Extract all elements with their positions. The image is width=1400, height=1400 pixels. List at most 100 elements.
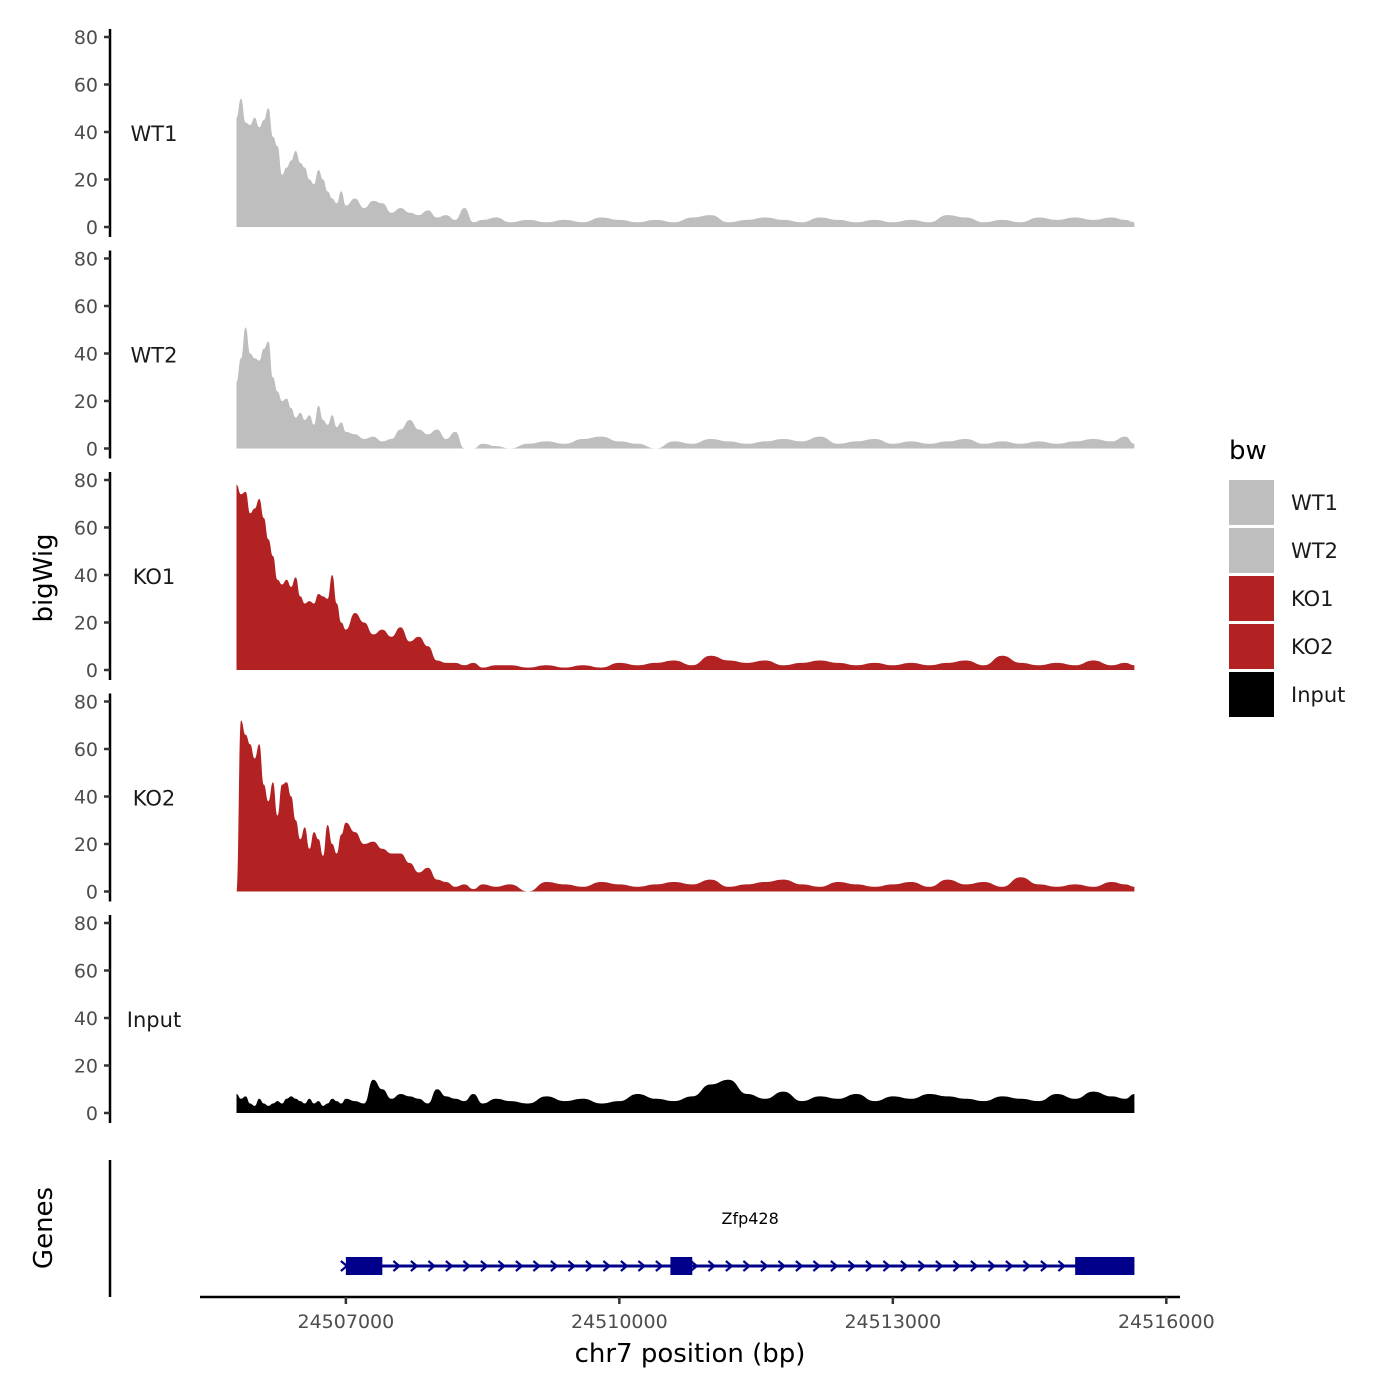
strand-arrow [812, 1260, 822, 1272]
legend-swatch [1229, 672, 1274, 717]
strand-arrow [427, 1260, 437, 1272]
gene-panel: Zfp428 [108, 1160, 1135, 1297]
y-tick-label: 40 [74, 1008, 98, 1030]
strand-arrow [847, 1260, 857, 1272]
track-label: WT2 [131, 344, 178, 368]
y-tick-label: 80 [74, 27, 98, 49]
y-tick-label: 60 [74, 518, 98, 540]
strand-arrow [550, 1260, 559, 1272]
y-axis-title: bigWig [29, 533, 59, 622]
strand-arrow [970, 1260, 979, 1272]
strand-arrow [830, 1260, 839, 1272]
legend-entry-wt1: WT1 [1229, 480, 1338, 525]
x-tick-label: 24510000 [571, 1311, 668, 1333]
x-tick-label: 24516000 [1118, 1311, 1215, 1333]
y-tick-label: 40 [74, 787, 98, 809]
legend-swatch [1229, 576, 1274, 621]
strand-arrow [410, 1260, 419, 1272]
coverage-area-input [236, 1079, 1135, 1113]
legend-entry-ko2: KO2 [1229, 624, 1334, 669]
y-tick-label: 80 [74, 249, 98, 271]
strand-arrow [707, 1260, 717, 1272]
strand-arrow [620, 1260, 629, 1272]
strand-arrow [900, 1260, 909, 1272]
strand-arrow [742, 1260, 752, 1272]
exon-block [670, 1257, 693, 1275]
x-axis: 24507000 24510000 24513000 24516000 [200, 1295, 1215, 1333]
legend-label: Input [1291, 683, 1345, 707]
y-tick-label: 0 [86, 217, 98, 239]
strand-arrow [1040, 1260, 1049, 1272]
strand-arrow [585, 1260, 594, 1272]
track-label: WT1 [131, 122, 178, 146]
y-tick-label: 40 [74, 122, 98, 144]
y-tick-label: 20 [74, 834, 98, 856]
coverage-area-ko2 [236, 720, 1135, 892]
x-tick-label: 24507000 [298, 1311, 395, 1333]
y-tick-label: 20 [74, 613, 98, 635]
track-input: 0 20 40 60 80 Input [74, 913, 1135, 1125]
legend-label: WT2 [1291, 539, 1338, 563]
strand-arrow [515, 1260, 524, 1272]
y-tick-label: 0 [86, 660, 98, 682]
legend-entry-input: Input [1229, 672, 1345, 717]
track-label: KO1 [133, 565, 176, 589]
x-tick-label: 24513000 [844, 1311, 941, 1333]
legend: bw WT1 WT2 KO1 KO2 Input [1229, 436, 1345, 717]
legend-swatch [1229, 480, 1274, 525]
y-tick-label: 60 [74, 75, 98, 97]
legend-label: WT1 [1291, 491, 1338, 515]
strand-arrow [987, 1260, 997, 1272]
track-ko1: 0 20 40 60 80 KO1 [74, 470, 1135, 682]
strand-arrow [690, 1260, 699, 1272]
y-tick-label: 60 [74, 296, 98, 318]
strand-arrow [567, 1260, 577, 1272]
strand-arrow [1057, 1260, 1067, 1272]
y-tick-label: 20 [74, 1056, 98, 1078]
strand-arrow [725, 1260, 734, 1272]
legend-swatch [1229, 624, 1274, 669]
strand-arrow [480, 1260, 489, 1272]
gene-panel-title: Genes [29, 1187, 59, 1269]
strand-arrow [935, 1260, 944, 1272]
tracks-layer: 0 20 40 60 80 WT1 0 20 40 60 80 WT2 0 20 40 60 80 KO1 0 20 4… [74, 27, 1135, 1125]
strand-arrow [655, 1260, 664, 1272]
strand-arrow [760, 1260, 769, 1272]
y-tick-label: 0 [86, 439, 98, 461]
track-label: KO2 [133, 787, 176, 811]
legend-title: bw [1229, 436, 1267, 466]
y-tick-label: 80 [74, 913, 98, 935]
y-tick-label: 0 [86, 882, 98, 904]
strand-arrow [917, 1260, 927, 1272]
track-wt1: 0 20 40 60 80 WT1 [74, 27, 1135, 239]
legend-swatch [1229, 528, 1274, 573]
coverage-area-wt1 [236, 98, 1135, 227]
exon-block [1075, 1257, 1135, 1275]
strand-arrow [865, 1260, 874, 1272]
exon-block [345, 1257, 383, 1275]
legend-entry-ko1: KO1 [1229, 576, 1334, 621]
strand-arrow [445, 1260, 454, 1272]
y-tick-label: 40 [74, 344, 98, 366]
legend-entry-wt2: WT2 [1229, 528, 1338, 573]
legend-label: KO2 [1291, 635, 1334, 659]
y-tick-label: 20 [74, 391, 98, 413]
strand-arrow [777, 1260, 787, 1272]
gene-name-label: Zfp428 [721, 1209, 778, 1228]
strand-arrow [795, 1260, 804, 1272]
strand-arrow [952, 1260, 962, 1272]
track-ko2: 0 20 40 60 80 KO2 [74, 692, 1135, 904]
coverage-area-ko1 [236, 484, 1135, 670]
y-tick-label: 80 [74, 470, 98, 492]
y-tick-label: 80 [74, 692, 98, 714]
strand-arrow [602, 1260, 612, 1272]
y-tick-label: 60 [74, 739, 98, 761]
legend-label: KO1 [1291, 587, 1334, 611]
strand-arrow [392, 1260, 402, 1272]
y-tick-label: 20 [74, 170, 98, 192]
coverage-area-wt2 [236, 327, 1135, 449]
track-wt2: 0 20 40 60 80 WT2 [74, 249, 1135, 461]
strand-arrow [1022, 1260, 1032, 1272]
strand-arrow [532, 1260, 542, 1272]
